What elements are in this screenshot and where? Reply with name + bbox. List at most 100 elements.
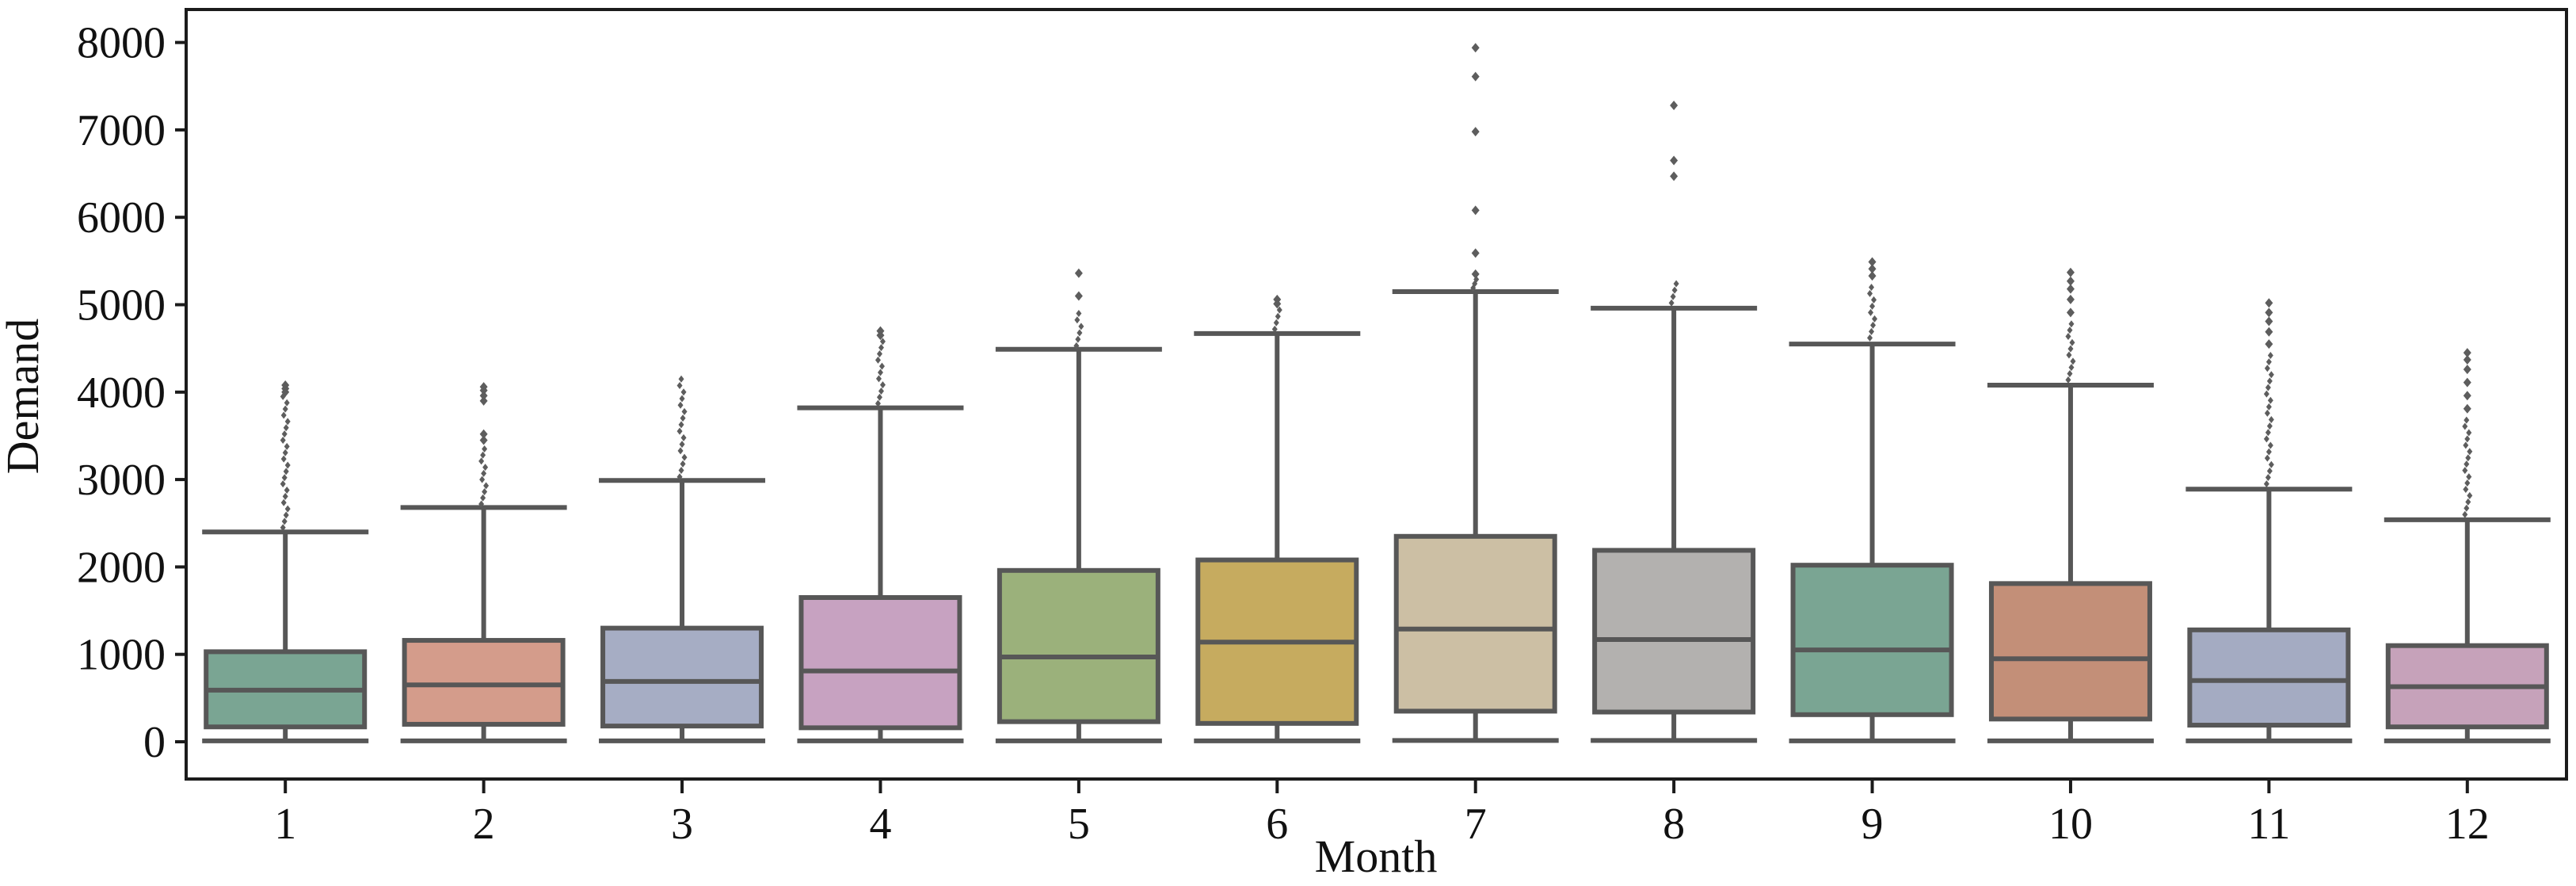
x-tick-label: 10 (2048, 800, 2093, 849)
outlier-point (1868, 264, 1877, 274)
outlier-point (282, 492, 288, 500)
outlier-point (1668, 299, 1675, 307)
outlier-point (281, 380, 290, 390)
x-tick-label: 5 (1068, 800, 1090, 849)
outlier-point (2464, 460, 2470, 468)
x-tick-label: 8 (1663, 800, 1685, 849)
outlier-point (2463, 403, 2471, 414)
y-tick-label: 7000 (77, 106, 166, 155)
box-month-4 (797, 326, 964, 743)
iqr-box (798, 595, 962, 731)
outlier-point (680, 433, 687, 441)
iqr-box (1988, 581, 2152, 722)
outlier-point (2265, 384, 2271, 391)
iqr-box (996, 567, 1160, 724)
outlier-point (2264, 454, 2270, 462)
outlier-point (2067, 327, 2073, 334)
box-month-7 (1392, 43, 1559, 743)
y-tick-label: 1000 (77, 631, 166, 680)
outlier-point (2463, 348, 2471, 358)
outlier-point (2462, 467, 2468, 475)
outlier-point (1275, 312, 1281, 320)
outlier-point (280, 480, 286, 488)
outlier-point (2069, 338, 2075, 346)
outlier-point (2070, 357, 2076, 365)
outlier-point (1074, 316, 1080, 324)
outlier-point (1273, 319, 1279, 327)
outlier-point (876, 393, 882, 401)
outlier-point (1075, 335, 1081, 343)
outlier-point (479, 382, 488, 392)
outlier-point (681, 453, 688, 461)
outlier-point (280, 436, 286, 444)
outlier-point (876, 349, 882, 357)
outlier-point (678, 375, 684, 383)
outlier-point (284, 505, 291, 513)
outlier-point (281, 517, 288, 525)
outlier-point (2267, 396, 2273, 404)
outlier-point (2267, 441, 2273, 449)
outlier-point (478, 457, 485, 465)
plot-border (185, 8, 2568, 781)
outlier-point (280, 524, 286, 532)
outlier-point (2268, 460, 2274, 468)
outlier-point (2264, 365, 2270, 372)
box-month-1 (202, 380, 369, 743)
outlier-point (1076, 310, 1082, 318)
y-tick-label: 5000 (77, 281, 166, 330)
outlier-point (1872, 315, 1878, 323)
x-tick-label: 4 (869, 800, 891, 849)
outlier-point (1868, 271, 1877, 281)
outlier-point (1078, 323, 1084, 330)
outlier-point (676, 473, 683, 481)
outlier-point (2266, 377, 2273, 385)
outlier-point (1867, 289, 1873, 297)
outlier-point (2464, 504, 2470, 512)
outlier-point (1868, 308, 1874, 316)
outlier-point (2067, 345, 2074, 353)
outlier-point (2268, 371, 2274, 379)
outlier-point (2463, 354, 2471, 365)
outlier-point (678, 421, 684, 429)
outlier-point (479, 391, 488, 401)
outlier-point (2067, 370, 2073, 378)
x-axis-title: Month (1315, 831, 1438, 882)
outlier-point (2265, 448, 2272, 456)
outlier-point (480, 494, 486, 502)
outlier-point (2066, 294, 2075, 304)
box-month-5 (995, 268, 1162, 743)
outlier-point (1867, 334, 1873, 342)
outlier-point (1276, 306, 1282, 314)
outlier-point (2066, 276, 2075, 286)
outlier-point (1871, 296, 1877, 304)
outlier-point (1471, 248, 1480, 258)
outlier-point (1471, 205, 1480, 216)
iqr-box (2187, 627, 2351, 728)
outlier-point (2066, 307, 2075, 318)
outlier-point (2265, 327, 2273, 337)
outlier-point (2465, 454, 2471, 462)
outlier-point (280, 455, 287, 463)
outlier-point (2265, 403, 2272, 411)
outlier-point (2263, 480, 2269, 488)
outlier-point (1273, 294, 1282, 304)
outlier-point (281, 474, 288, 482)
outlier-point (2263, 435, 2269, 443)
outlier-point (680, 414, 686, 422)
box-month-2 (400, 382, 567, 743)
y-tick-label: 6000 (77, 193, 166, 243)
x-tick-label: 3 (671, 800, 693, 849)
box-month-9 (1789, 257, 1956, 743)
outlier-point (1869, 283, 1875, 291)
outlier-point (2467, 448, 2473, 456)
outlier-point (680, 388, 687, 396)
x-tick-label: 1 (274, 800, 296, 849)
outlier-point (679, 395, 685, 403)
outlier-point (2464, 435, 2471, 443)
outlier-point (478, 500, 485, 508)
outlier-point (679, 441, 685, 449)
outlier-point (2265, 298, 2273, 308)
outlier-point (2066, 267, 2075, 277)
